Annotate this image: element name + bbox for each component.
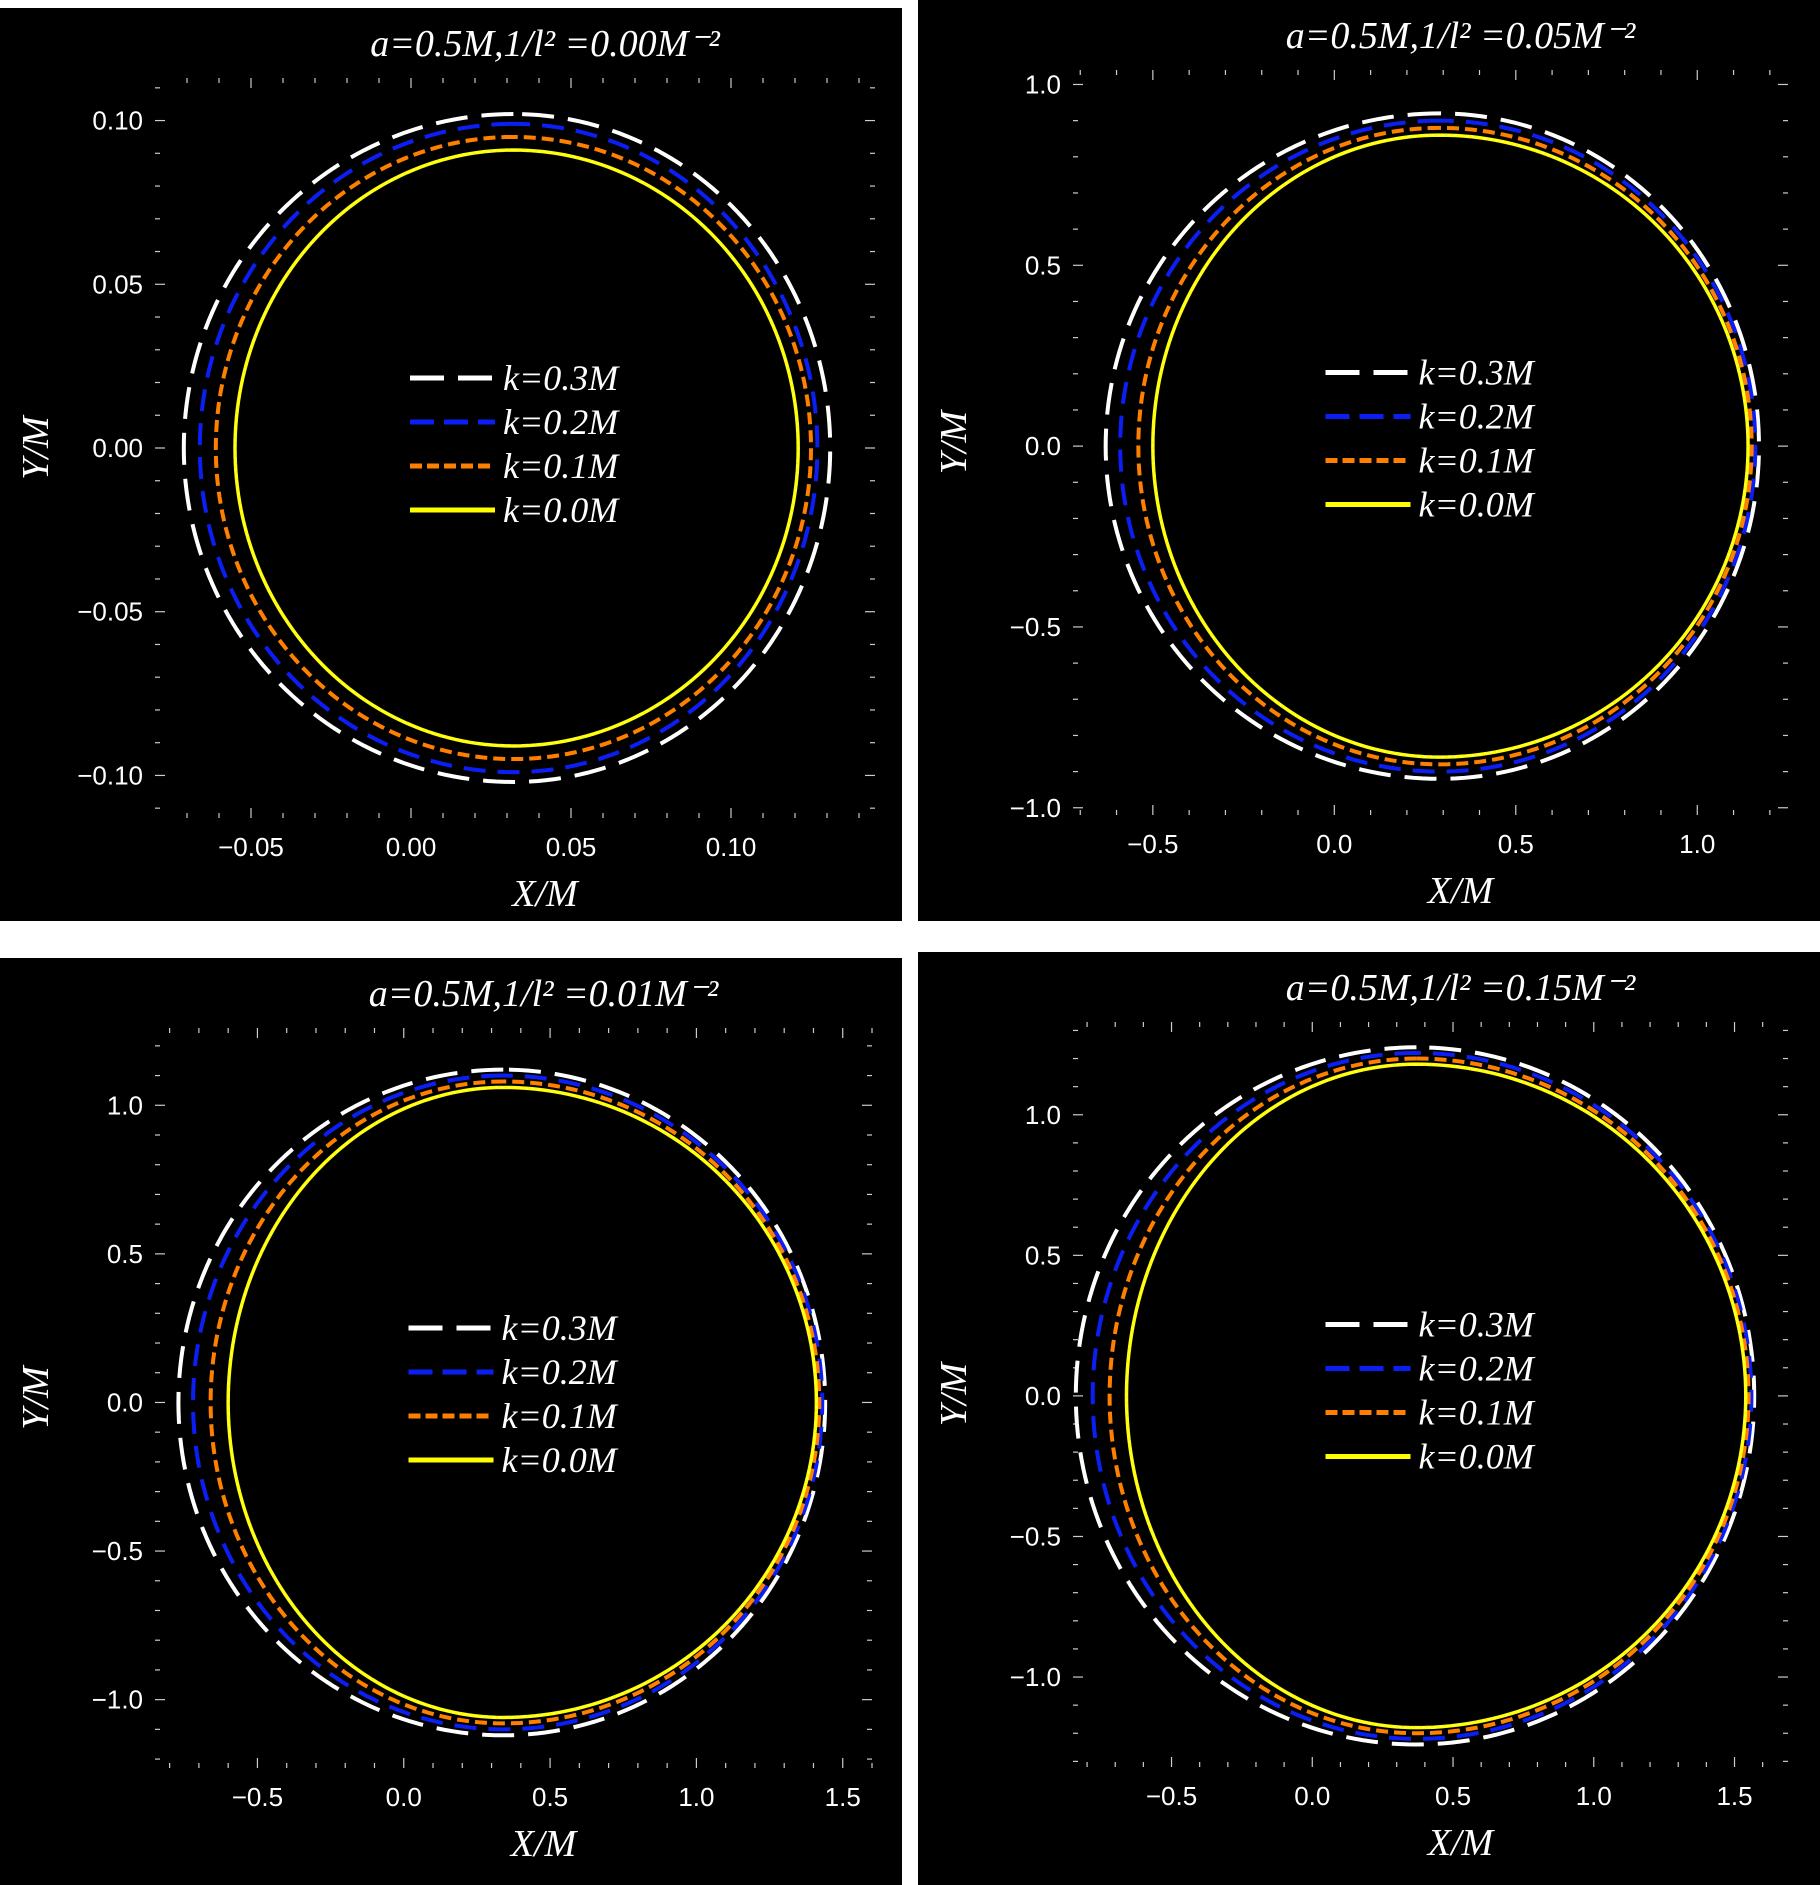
series-curve-k02m bbox=[1118, 118, 1758, 774]
chart-panel-2: −0.5 0.0 0.5 1.0 1.0 0.5 0.0 −0.5 −1.0 a=0.5M,1/l… bbox=[918, 0, 1820, 921]
y-tick-label: −0.5 bbox=[1010, 1521, 1061, 1551]
x-tick-label: 0.0 bbox=[386, 1782, 422, 1812]
chart-title: a=0.5M,1/l² =0.01M⁻² bbox=[369, 973, 719, 1015]
legend: k=0.3Mk=0.2Mk=0.1Mk=0.0M bbox=[1325, 353, 1536, 525]
legend-label: k=0.3M bbox=[503, 358, 620, 398]
y-tick-label: −0.5 bbox=[92, 1536, 143, 1566]
axis-frame bbox=[155, 1028, 873, 1768]
series-curve-k01m bbox=[1107, 1056, 1751, 1736]
y-axis-label: Y/M bbox=[15, 1364, 57, 1430]
y-tick-label: 0.5 bbox=[1025, 250, 1061, 280]
x-tick-label: 0.00 bbox=[386, 832, 437, 862]
y-tick-label: 0.00 bbox=[92, 433, 143, 463]
chart-svg-4: −0.5 0.0 0.5 1.0 1.5 1.0 0.5 0.0 −0.5 −1.0 a=0.5M,… bbox=[933, 967, 1788, 1864]
series-curve-k01m bbox=[1136, 125, 1754, 767]
legend-label: k=0.1M bbox=[502, 1396, 619, 1436]
legend-label: k=0.2M bbox=[1419, 397, 1536, 437]
series-curve-k03m bbox=[1103, 111, 1761, 781]
y-tick-label: −0.05 bbox=[77, 597, 143, 627]
x-tick-label: 1.0 bbox=[678, 1782, 714, 1812]
y-tick-label: 0.5 bbox=[1025, 1240, 1061, 1270]
series-curve-k01m bbox=[208, 1079, 822, 1726]
y-tick-label: 1.0 bbox=[1025, 69, 1061, 99]
legend-label: k=0.3M bbox=[1419, 353, 1536, 393]
series-curve-overlay bbox=[234, 149, 799, 747]
x-tick-label: 1.0 bbox=[1576, 1781, 1612, 1811]
chart-panel-1: −0.05 0.00 0.05 0.10 0.10 0.05 0.00 −0.05 −0.10 a… bbox=[0, 8, 902, 921]
legend-label: k=0.1M bbox=[503, 446, 620, 486]
series-curve-k02m bbox=[1090, 1050, 1754, 1741]
x-tick-label: 0.0 bbox=[1316, 829, 1352, 859]
chart-title: a=0.5M,1/l² =0.05M⁻² bbox=[1286, 15, 1636, 57]
y-tick-label: −1.0 bbox=[92, 1685, 143, 1715]
chart-panel-3: −0.5 0.0 0.5 1.0 1.5 1.0 0.5 0.0 −0.5 −1.0 a=0.5M,… bbox=[0, 958, 902, 1885]
x-axis-label: X/M bbox=[510, 873, 580, 915]
axis-frame bbox=[1073, 70, 1788, 815]
legend: k=0.3Mk=0.2Mk=0.1Mk=0.0M bbox=[1325, 1305, 1536, 1477]
y-axis-label: Y/M bbox=[933, 408, 975, 474]
y-tick-label: 0.10 bbox=[92, 106, 143, 136]
legend: k=0.3Mk=0.2Mk=0.1Mk=0.0M bbox=[408, 1308, 619, 1480]
y-tick-label: 0.0 bbox=[1025, 1381, 1061, 1411]
x-tick-label: 0.5 bbox=[1435, 1781, 1471, 1811]
series-curve-k01m bbox=[213, 134, 814, 762]
y-tick-label: 1.0 bbox=[107, 1090, 143, 1120]
legend-label: k=0.0M bbox=[1419, 1437, 1536, 1477]
series-curve-k00m bbox=[1124, 1062, 1748, 1730]
legend-label: k=0.2M bbox=[502, 1352, 619, 1392]
x-axis-label: X/M bbox=[509, 1823, 579, 1865]
x-axis-label: X/M bbox=[1426, 870, 1496, 912]
x-tick-label: 1.0 bbox=[1679, 829, 1715, 859]
legend-label: k=0.0M bbox=[1419, 485, 1536, 525]
chart-svg-1: −0.05 0.00 0.05 0.10 0.10 0.05 0.00 −0.05 −0.10 a… bbox=[15, 23, 875, 915]
x-tick-label: 0.5 bbox=[532, 1782, 568, 1812]
y-tick-label: 0.05 bbox=[92, 269, 143, 299]
axis-frame bbox=[1073, 1022, 1788, 1767]
x-tick-label: 0.0 bbox=[1294, 1781, 1330, 1811]
legend: k=0.3Mk=0.2Mk=0.1Mk=0.0M bbox=[410, 358, 620, 530]
chart-title: a=0.5M,1/l² =0.00M⁻² bbox=[370, 23, 720, 65]
series-curve-k03m bbox=[1073, 1045, 1757, 1747]
x-tick-label: 0.05 bbox=[546, 832, 597, 862]
y-tick-label: −1.0 bbox=[1010, 793, 1061, 823]
x-tick-label: 1.5 bbox=[1716, 1781, 1752, 1811]
legend-label: k=0.3M bbox=[1419, 1305, 1536, 1345]
y-axis-label: Y/M bbox=[15, 414, 57, 480]
x-tick-label: −0.5 bbox=[1127, 829, 1178, 859]
y-tick-label: 1.0 bbox=[1025, 1100, 1061, 1130]
y-tick-label: 0.0 bbox=[1025, 431, 1061, 461]
chart-svg-2: −0.5 0.0 0.5 1.0 1.0 0.5 0.0 −0.5 −1.0 a=0.5M,1/l… bbox=[933, 15, 1788, 912]
x-tick-label: −0.05 bbox=[218, 832, 284, 862]
y-tick-label: 0.5 bbox=[107, 1239, 143, 1269]
x-tick-label: −0.5 bbox=[1146, 1781, 1197, 1811]
y-tick-label: −0.5 bbox=[1010, 612, 1061, 642]
y-tick-label: 0.0 bbox=[107, 1387, 143, 1417]
chart-panel-4: −0.5 0.0 0.5 1.0 1.5 1.0 0.5 0.0 −0.5 −1.0 a=0.5M,… bbox=[918, 952, 1820, 1885]
series-curve-k03m bbox=[176, 1067, 828, 1738]
y-axis-label: Y/M bbox=[933, 1360, 975, 1426]
axis-frame bbox=[155, 78, 875, 818]
series-curve-k03m bbox=[181, 112, 833, 784]
x-tick-label: 0.10 bbox=[706, 832, 757, 862]
x-tick-label: 0.5 bbox=[1498, 829, 1534, 859]
x-axis-label: X/M bbox=[1426, 1822, 1496, 1864]
y-tick-label: −0.10 bbox=[77, 760, 143, 790]
y-tick-label: −1.0 bbox=[1010, 1662, 1061, 1692]
legend-label: k=0.1M bbox=[1419, 441, 1536, 481]
x-tick-label: 1.5 bbox=[825, 1782, 861, 1812]
series-curve-overlay bbox=[227, 1086, 817, 1718]
legend-label: k=0.0M bbox=[503, 490, 620, 530]
legend-label: k=0.1M bbox=[1419, 1393, 1536, 1433]
legend-label: k=0.0M bbox=[502, 1440, 619, 1480]
series-curve-k02m bbox=[197, 121, 820, 775]
chart-svg-3: −0.5 0.0 0.5 1.0 1.5 1.0 0.5 0.0 −0.5 −1.0 a=0.5M,… bbox=[15, 973, 873, 1865]
legend-label: k=0.3M bbox=[502, 1308, 619, 1348]
series-curve-overlay bbox=[1152, 134, 1749, 758]
chart-title: a=0.5M,1/l² =0.15M⁻² bbox=[1286, 967, 1636, 1009]
x-tick-label: −0.5 bbox=[232, 1782, 283, 1812]
legend-label: k=0.2M bbox=[1419, 1349, 1536, 1389]
series-curve-k02m bbox=[191, 1073, 825, 1732]
legend-label: k=0.2M bbox=[503, 402, 620, 442]
